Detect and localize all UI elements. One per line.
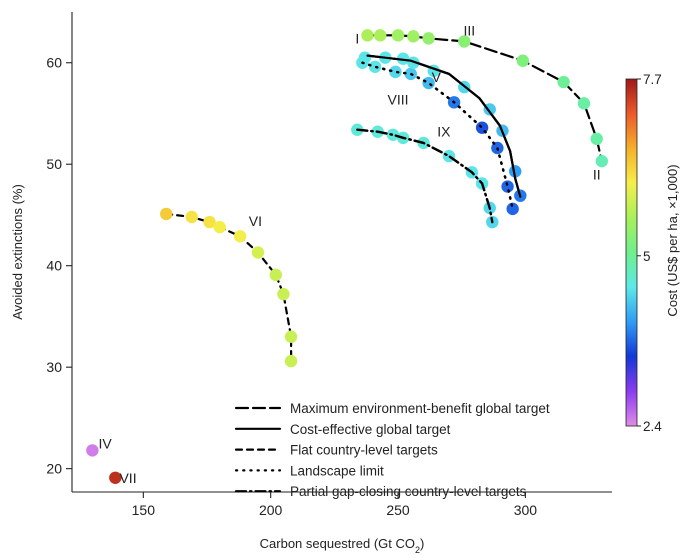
colorbar-tick-label: 5 xyxy=(643,249,651,264)
data-point xyxy=(86,444,99,457)
colorbar-label: Cost (US$ per ha, ×1,000) xyxy=(665,164,680,316)
series-label-i: I xyxy=(355,30,359,46)
y-tick-label: 60 xyxy=(46,55,62,71)
legend-entry: Partial gap-closing country-level target… xyxy=(290,484,527,499)
x-axis-label: Carbon sequestred (Gt CO2) xyxy=(260,536,425,555)
x-tick-label: 250 xyxy=(386,502,410,518)
data-point xyxy=(389,65,402,79)
data-point xyxy=(516,54,530,67)
legend-entry: Landscape limit xyxy=(290,463,384,478)
data-point xyxy=(358,51,372,64)
data-point xyxy=(160,207,173,221)
data-point xyxy=(203,215,216,229)
legend: Maximum environment-benefit global targe… xyxy=(234,401,550,499)
y-tick-label: 40 xyxy=(46,258,62,274)
data-point xyxy=(374,29,387,42)
data-point xyxy=(361,29,374,42)
data-point xyxy=(277,287,290,301)
data-point xyxy=(407,30,420,43)
axes: 150 200 250 300 20 30 40 50 60 Carbon sequestred … xyxy=(10,12,612,555)
data-point xyxy=(422,32,435,45)
y-tick-label: 30 xyxy=(46,359,62,375)
data-points xyxy=(86,29,609,484)
data-point xyxy=(501,180,514,193)
data-point xyxy=(109,471,122,484)
legend-entry: Cost-effective global target xyxy=(290,422,451,437)
series-line-vi xyxy=(165,212,293,363)
data-point xyxy=(251,246,265,259)
series-label-ix: IX xyxy=(437,124,451,140)
data-point xyxy=(595,154,609,168)
series-label-iv: IV xyxy=(98,435,112,451)
series-label-vii: VII xyxy=(119,470,136,486)
series-label-v: V xyxy=(432,69,442,85)
series-label-vi: VI xyxy=(249,213,262,229)
series-lines xyxy=(165,34,603,363)
data-point xyxy=(185,210,198,224)
data-point xyxy=(577,97,591,110)
data-point xyxy=(509,165,522,178)
colorbar-gradient xyxy=(625,78,638,427)
data-point xyxy=(506,202,519,216)
series-line-overlay-v xyxy=(366,54,522,198)
x-tick-label: 200 xyxy=(259,502,283,518)
data-point xyxy=(284,354,298,368)
data-point xyxy=(213,220,226,234)
data-point xyxy=(269,268,282,282)
series-label-viii: VIII xyxy=(388,91,409,107)
legend-entry: Flat country-level targets xyxy=(290,443,438,458)
series-label-iii: III xyxy=(464,22,476,38)
data-point xyxy=(391,29,405,42)
data-point xyxy=(284,330,298,343)
series-line-overlay-viii xyxy=(361,61,514,211)
colorbar: 2.4 5 7.7 Cost (US$ per ha, ×1,000) xyxy=(625,72,680,434)
colorbar-tick-label: 2.4 xyxy=(643,419,662,434)
data-point xyxy=(458,35,471,48)
y-tick-label: 20 xyxy=(46,461,62,477)
y-tick-label: 50 xyxy=(46,156,62,172)
y-axis-label: Avoided extinctions (%) xyxy=(10,184,25,320)
colorbar-tick-label: 7.7 xyxy=(643,72,662,87)
data-point xyxy=(590,132,603,146)
x-tick-label: 150 xyxy=(132,502,156,518)
data-point xyxy=(557,75,570,89)
series-label-ii: II xyxy=(593,166,601,182)
legend-entry: Maximum environment-benefit global targe… xyxy=(290,401,550,416)
data-point xyxy=(396,52,410,65)
x-tick-label: 300 xyxy=(514,502,538,518)
series-line-overlay-ix xyxy=(356,128,494,224)
data-point xyxy=(233,230,247,243)
